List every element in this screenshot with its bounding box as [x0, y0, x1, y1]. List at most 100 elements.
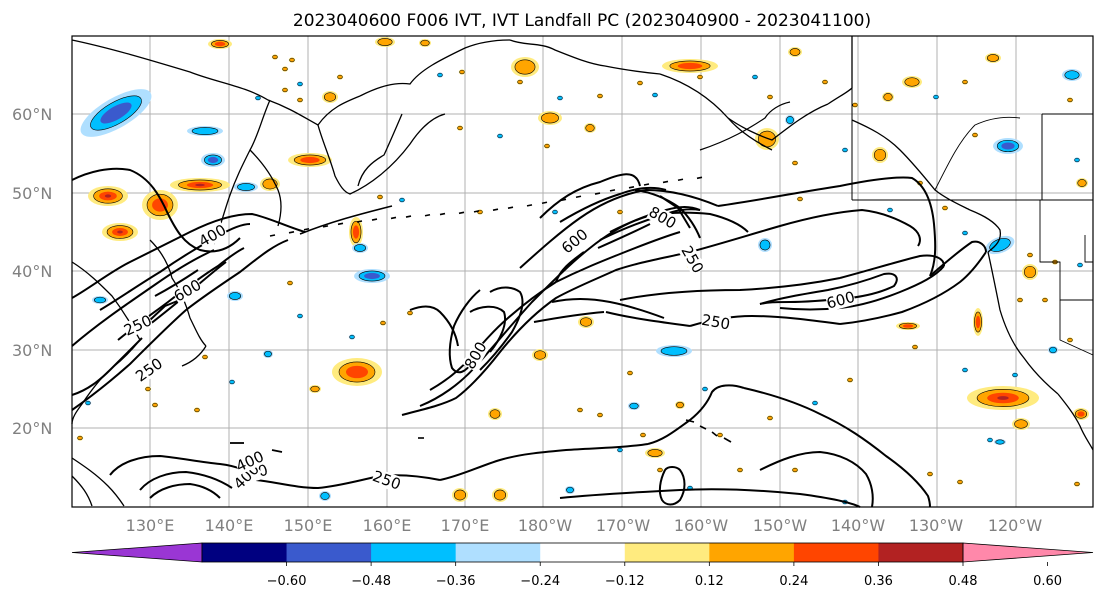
- shading-level: [792, 467, 798, 473]
- shading-patch: [675, 401, 685, 409]
- shading-level: [660, 346, 688, 356]
- shading-level: [191, 127, 219, 135]
- shading-level: [85, 400, 91, 406]
- colorbar-tick-label: 0.36: [864, 574, 893, 589]
- ivt-contour: [71, 239, 289, 411]
- shading-level: [297, 313, 303, 319]
- shading-patch: [872, 147, 888, 163]
- latitude-label: 20°N: [12, 419, 52, 438]
- island: [696, 176, 703, 180]
- contour-label-bg: [370, 467, 403, 493]
- island: [628, 186, 635, 189]
- coastline: [987, 251, 1059, 395]
- state-border: [1059, 300, 1094, 356]
- shading-level: [637, 80, 643, 86]
- shading-patch: [1066, 97, 1074, 103]
- shading-patch: [419, 39, 431, 47]
- longitude-label: 150°E: [284, 516, 333, 535]
- shading-level: [349, 334, 355, 340]
- shading-level: [493, 489, 507, 501]
- longitude-label: 160°W: [674, 516, 729, 535]
- shading-patch: [956, 479, 964, 485]
- contour-label-bg: [825, 288, 857, 312]
- island: [458, 211, 465, 215]
- shading-level: [552, 209, 558, 215]
- shading-patch: [967, 386, 1039, 410]
- ivt-contour: [139, 471, 233, 491]
- ivt-contour: [149, 299, 181, 321]
- shading-patch: [288, 57, 296, 63]
- shading-patch: [766, 94, 774, 100]
- shading-patch: [254, 95, 262, 101]
- ivt-contour: [647, 384, 745, 445]
- shading-patch: [616, 209, 624, 215]
- shading-patch: [1048, 346, 1058, 354]
- ivt-contour: [409, 305, 459, 347]
- longitude-labels: 130°E 140°E 150°E 160°E 170°E 180°W 170°W 160°W…: [126, 516, 1043, 535]
- shading-level: [104, 194, 112, 198]
- shading-patch: [628, 402, 640, 410]
- contour-label-bg: [233, 448, 266, 475]
- shading-level: [497, 133, 503, 139]
- ivt-contour: [559, 186, 667, 223]
- shading-patch: [406, 310, 414, 316]
- shading-patch: [841, 147, 849, 153]
- shading-patch: [994, 439, 1006, 445]
- shading-patch: [985, 53, 1001, 63]
- ivt-contours: [71, 167, 987, 508]
- shading-level: [1077, 411, 1085, 417]
- longitude-label: 140°E: [205, 516, 254, 535]
- shading-level: [289, 57, 295, 63]
- shading-level: [887, 207, 893, 213]
- shading-level: [557, 95, 563, 101]
- longitude-label: 180°W: [518, 516, 573, 535]
- shading-level: [767, 94, 773, 100]
- shading-level: [544, 143, 550, 149]
- contour-label-bg: [558, 226, 591, 257]
- shading-level: [759, 239, 771, 251]
- shading-patch: [1073, 481, 1081, 487]
- contour-label-bg: [133, 355, 166, 385]
- ivt-contour: [448, 289, 481, 374]
- island: [643, 183, 650, 186]
- shading-level: [995, 439, 1005, 445]
- coastline: [71, 457, 125, 507]
- shading-level: [627, 370, 633, 376]
- colorbar-bin: [878, 543, 964, 562]
- ivt-contour: [519, 189, 719, 269]
- island: [390, 216, 397, 220]
- shading-level: [337, 74, 343, 80]
- shading-patch: [286, 280, 294, 286]
- shading-patch: [88, 186, 128, 206]
- shading-patch: [234, 182, 258, 192]
- shading-level: [822, 79, 828, 85]
- shading-level: [1014, 419, 1028, 429]
- shading-level: [1001, 142, 1015, 150]
- shading-patch: [456, 125, 464, 131]
- shading-patch: [758, 238, 772, 252]
- shading-level: [883, 93, 893, 101]
- ivt-contour: [551, 298, 665, 319]
- ivt-landfall-shading: [76, 37, 1089, 505]
- island: [303, 227, 310, 231]
- shading-level: [117, 230, 123, 234]
- shading-patch: [458, 69, 466, 75]
- longitude-label: 140°W: [831, 516, 886, 535]
- island: [662, 180, 669, 184]
- shading-patch: [379, 320, 387, 326]
- shading-patch: [662, 59, 718, 73]
- colorbar-tick-label: 0.12: [695, 574, 724, 589]
- shading-patch: [902, 76, 922, 88]
- ivt-contour: [605, 311, 691, 327]
- colorbar-tick-labels: −0.60 −0.48 −0.36 −0.24 −0.12 0.12 0.24 0.36 0.4…: [267, 562, 1062, 589]
- shading-level: [255, 95, 261, 101]
- shading-level: [789, 48, 801, 56]
- coastline: [317, 113, 446, 195]
- ivt-contour: [71, 249, 215, 347]
- shading-level: [517, 79, 523, 85]
- shading-patch: [336, 74, 344, 80]
- island: [371, 218, 378, 221]
- contour-label: 250: [700, 311, 731, 334]
- ivt-contour: [555, 231, 681, 283]
- shading-patch: [76, 435, 84, 441]
